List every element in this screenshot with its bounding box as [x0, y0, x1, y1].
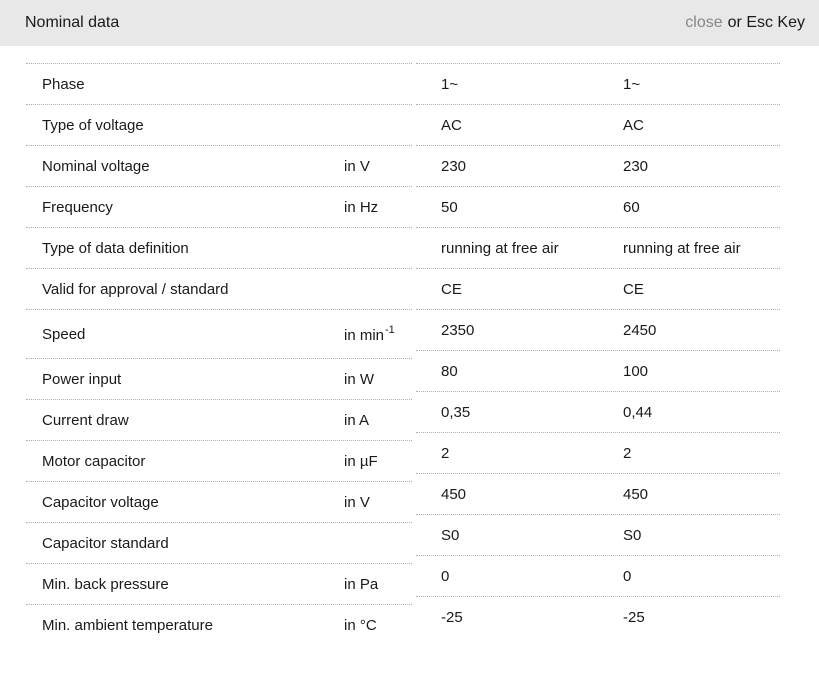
value-cell: 100: [623, 362, 649, 380]
table-row: Type of voltage: [26, 105, 412, 146]
row-unit-superscript: -1: [385, 323, 395, 336]
dialog-header: Nominal data close or Esc Key: [0, 0, 819, 46]
table-row-values: S0 S0: [416, 515, 780, 556]
row-unit: in min-1: [344, 323, 412, 344]
table-row: Phase: [26, 64, 412, 105]
table-row-values: -25 -25: [416, 597, 780, 637]
row-unit: in W: [344, 370, 374, 388]
value-cell: 80: [441, 362, 458, 380]
table-row: Valid for approval / standard: [26, 269, 412, 310]
row-unit: in V: [344, 493, 370, 511]
table-row: Current draw in A: [26, 400, 412, 441]
table-row-values: 2 2: [416, 433, 780, 474]
table-row-values: 80 100: [416, 351, 780, 392]
value-cell: 0: [623, 567, 632, 585]
value-cell: 50: [441, 198, 458, 216]
table-row-values: 50 60: [416, 187, 780, 228]
value-cell: 0,44: [623, 403, 653, 421]
table-row-values: AC AC: [416, 105, 780, 146]
value-cell: 450: [623, 485, 649, 503]
row-label: Min. ambient temperature: [42, 616, 213, 634]
row-unit: in Hz: [344, 198, 379, 216]
value-cell: 450: [441, 485, 467, 503]
value-cell: AC: [441, 116, 462, 134]
value-cell: running at free air: [441, 239, 559, 257]
value-cell: 60: [623, 198, 640, 216]
header-close-area: close or Esc Key: [685, 14, 805, 32]
page-title: Nominal data: [25, 14, 120, 31]
value-cell: 230: [441, 157, 467, 175]
table-row-values: 0,35 0,44: [416, 392, 780, 433]
value-cell: running at free air: [623, 239, 741, 257]
table-row: Speed in min-1: [26, 310, 412, 359]
table-row: Nominal voltage in V: [26, 146, 412, 187]
table-row-values: 230 230: [416, 146, 780, 187]
row-unit: in °C: [344, 616, 377, 634]
value-cell: AC: [623, 116, 644, 134]
row-label: Frequency: [42, 198, 113, 216]
value-cell: CE: [441, 280, 462, 298]
esc-key-hint: or Esc Key: [727, 14, 805, 31]
table-row: Type of data definition: [26, 228, 412, 269]
table-row-values: 1~ 1~: [416, 64, 780, 105]
table-row: Power input in W: [26, 359, 412, 400]
row-label: Power input: [42, 370, 122, 388]
value-cell: S0: [623, 526, 642, 544]
row-unit: in V: [344, 157, 370, 175]
row-label: Phase: [42, 75, 85, 93]
value-cell: -25: [441, 608, 463, 626]
row-unit: in µF: [344, 452, 378, 470]
table-row: Capacitor voltage in V: [26, 482, 412, 523]
value-cell: -25: [623, 608, 645, 626]
row-label: Motor capacitor: [42, 452, 146, 470]
value-cell: 2: [441, 444, 450, 462]
row-unit: in A: [344, 411, 370, 429]
value-cell: S0: [441, 526, 460, 544]
close-button[interactable]: close: [685, 14, 723, 31]
table-row-values: 450 450: [416, 474, 780, 515]
values-column: 1~ 1~ AC AC 230 230 50 60 running at fre…: [416, 63, 780, 645]
row-label: Capacitor voltage: [42, 493, 159, 511]
table-row-values: CE CE: [416, 269, 780, 310]
value-cell: 1~: [441, 75, 459, 93]
value-cell: 0: [441, 567, 450, 585]
value-cell: 2: [623, 444, 632, 462]
row-unit-text: in min: [344, 326, 385, 344]
table-row: Min. ambient temperature in °C: [26, 605, 412, 645]
row-label: Type of voltage: [42, 116, 144, 134]
row-label: Capacitor standard: [42, 534, 169, 552]
value-cell: 230: [623, 157, 649, 175]
table-row: Motor capacitor in µF: [26, 441, 412, 482]
row-label: Valid for approval / standard: [42, 280, 229, 298]
table-row: Min. back pressure in Pa: [26, 564, 412, 605]
nominal-data-table: Phase Type of voltage Nominal voltage in…: [26, 63, 780, 645]
row-label: Current draw: [42, 411, 129, 429]
table-row-values: 2350 2450: [416, 310, 780, 351]
table-row: Frequency in Hz: [26, 187, 412, 228]
label-unit-column: Phase Type of voltage Nominal voltage in…: [26, 63, 412, 645]
value-cell: 2350: [441, 321, 475, 339]
table-row-values: running at free air running at free air: [416, 228, 780, 269]
row-label: Min. back pressure: [42, 575, 169, 593]
value-cell: CE: [623, 280, 644, 298]
table-row: Capacitor standard: [26, 523, 412, 564]
row-label: Nominal voltage: [42, 157, 150, 175]
table-row-values: 0 0: [416, 556, 780, 597]
value-cell: 2450: [623, 321, 657, 339]
row-unit: in Pa: [344, 575, 379, 593]
value-cell: 0,35: [441, 403, 471, 421]
value-cell: 1~: [623, 75, 641, 93]
row-label: Type of data definition: [42, 239, 189, 257]
row-label: Speed: [42, 325, 86, 343]
